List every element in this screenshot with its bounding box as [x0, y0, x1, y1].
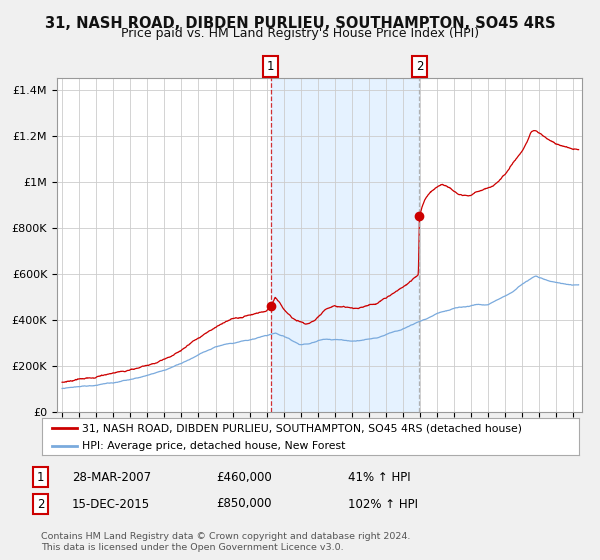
Text: HPI: Average price, detached house, New Forest: HPI: Average price, detached house, New …	[82, 441, 346, 451]
Text: 28-MAR-2007: 28-MAR-2007	[72, 470, 151, 484]
Text: 102% ↑ HPI: 102% ↑ HPI	[348, 497, 418, 511]
Text: Contains HM Land Registry data © Crown copyright and database right 2024.: Contains HM Land Registry data © Crown c…	[41, 532, 410, 541]
Text: 41% ↑ HPI: 41% ↑ HPI	[348, 470, 410, 484]
Text: £850,000: £850,000	[216, 497, 271, 511]
Text: 2: 2	[416, 60, 423, 73]
Text: Price paid vs. HM Land Registry's House Price Index (HPI): Price paid vs. HM Land Registry's House …	[121, 27, 479, 40]
Text: 15-DEC-2015: 15-DEC-2015	[72, 497, 150, 511]
Text: 2: 2	[37, 497, 44, 511]
Text: 31, NASH ROAD, DIBDEN PURLIEU, SOUTHAMPTON, SO45 4RS: 31, NASH ROAD, DIBDEN PURLIEU, SOUTHAMPT…	[44, 16, 556, 31]
Text: This data is licensed under the Open Government Licence v3.0.: This data is licensed under the Open Gov…	[41, 543, 343, 552]
Text: £460,000: £460,000	[216, 470, 272, 484]
Bar	[271, 78, 419, 412]
Text: 1: 1	[267, 60, 274, 73]
Text: 31, NASH ROAD, DIBDEN PURLIEU, SOUTHAMPTON, SO45 4RS (detached house): 31, NASH ROAD, DIBDEN PURLIEU, SOUTHAMPT…	[82, 423, 522, 433]
Text: 1: 1	[37, 470, 44, 484]
